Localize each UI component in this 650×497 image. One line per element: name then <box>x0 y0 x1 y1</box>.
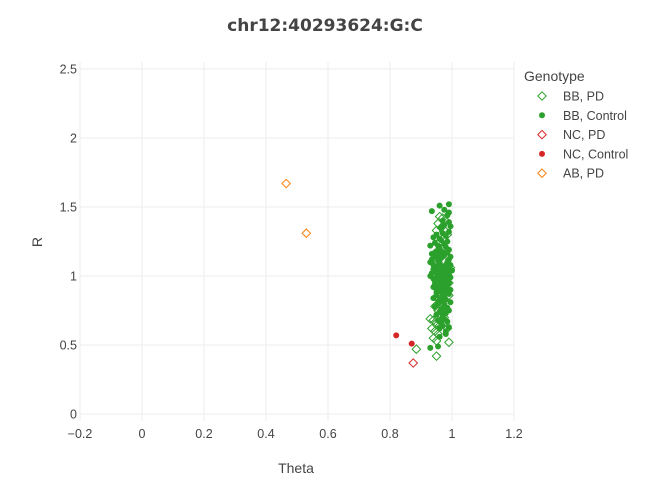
x-tick-label: 0.2 <box>195 427 212 441</box>
series-ab-pd <box>281 178 312 239</box>
legend-label: NC, Control <box>563 147 628 161</box>
grid-lines <box>79 62 515 421</box>
y-axis-title: R <box>29 237 45 247</box>
data-point <box>447 253 454 260</box>
data-point <box>443 278 454 288</box>
data-point <box>445 279 452 286</box>
data-point <box>443 290 454 301</box>
data-point <box>428 333 439 344</box>
legend-label: NC, PD <box>563 128 605 142</box>
legend-label: AB, PD <box>563 167 604 181</box>
x-tick-label: 0.8 <box>381 427 398 441</box>
series-nc-pd <box>408 358 419 368</box>
data-point <box>435 275 442 282</box>
data-point <box>436 286 443 293</box>
x-axis-ticks: −0.2 0 0.2 0.4 0.6 0.8 1 1.2 <box>68 427 523 441</box>
y-tick-label: 2.5 <box>60 62 77 76</box>
y-axis-ticks: 0 0.5 1 1.5 2 2.5 <box>60 62 77 421</box>
legend-items: BB, PD BB, Control NC, PD NC, Control AB, PD <box>537 90 628 181</box>
data-point <box>436 264 447 275</box>
x-tick-label: 0.6 <box>319 427 336 441</box>
data-point <box>442 307 449 314</box>
data-point <box>433 257 443 268</box>
data-point <box>430 301 440 312</box>
y-tick-label: 1 <box>70 270 77 284</box>
legend-marker <box>537 168 547 179</box>
x-tick-label: 0 <box>139 427 146 441</box>
data-point <box>441 206 448 213</box>
data-point <box>439 312 450 323</box>
data-point <box>408 358 419 368</box>
data-point <box>301 228 312 239</box>
data-point <box>443 337 454 348</box>
legend-item[interactable]: BB, PD <box>537 90 604 104</box>
legend-label: BB, Control <box>563 109 627 123</box>
data-point <box>447 299 454 306</box>
legend-item[interactable]: AB, PD <box>537 167 604 181</box>
series-bb-pd <box>411 211 456 362</box>
legend-marker <box>539 112 545 119</box>
data-point <box>442 323 453 334</box>
data-point <box>443 221 454 232</box>
data-point <box>411 344 422 355</box>
legend-marker <box>537 129 547 140</box>
x-tick-label: 1 <box>449 427 456 441</box>
x-tick-label: −0.2 <box>68 427 93 441</box>
data-point <box>437 298 448 309</box>
y-tick-label: 2 <box>70 131 77 145</box>
data-point <box>281 178 292 189</box>
data-point <box>408 340 415 347</box>
data-point <box>445 324 452 331</box>
data-point <box>441 302 448 309</box>
data-point <box>439 271 450 281</box>
data-point <box>445 209 452 216</box>
x-tick-label: 0.4 <box>257 427 274 441</box>
data-point <box>445 262 456 273</box>
data-point <box>434 320 445 331</box>
chart-title: chr12:40293624:G:C <box>227 16 423 36</box>
data-point <box>442 232 449 239</box>
legend-item[interactable]: NC, PD <box>537 128 606 142</box>
legend-marker <box>539 150 545 157</box>
data-point <box>433 305 443 316</box>
data-points <box>281 178 456 368</box>
data-point <box>431 351 442 362</box>
data-point <box>427 242 434 249</box>
data-point <box>445 266 452 273</box>
data-point <box>431 336 442 346</box>
legend: Genotype BB, PD BB, Control NC, PD NC, Cont… <box>524 68 628 181</box>
data-point <box>393 332 400 339</box>
x-tick-label: 1.2 <box>505 427 522 441</box>
y-tick-label: 0.5 <box>60 339 77 353</box>
legend-marker <box>537 91 547 101</box>
data-point <box>431 291 442 302</box>
data-point <box>435 252 442 259</box>
data-point <box>445 201 452 208</box>
data-point <box>431 225 442 236</box>
x-axis-title: Theta <box>278 460 314 476</box>
legend-title: Genotype <box>524 68 585 84</box>
data-point <box>436 235 443 242</box>
series-nc-control <box>393 332 415 347</box>
data-point <box>436 222 447 233</box>
legend-item[interactable]: BB, Control <box>539 109 627 123</box>
data-point <box>437 243 448 254</box>
data-point <box>427 344 434 351</box>
legend-label: BB, PD <box>563 90 604 104</box>
data-point <box>436 202 443 209</box>
data-point <box>428 208 435 215</box>
data-point <box>425 313 436 324</box>
data-point <box>434 236 445 247</box>
y-tick-label: 0 <box>70 408 77 422</box>
data-point <box>440 250 451 261</box>
data-point <box>442 229 453 240</box>
y-tick-label: 1.5 <box>60 200 77 214</box>
legend-item[interactable]: NC, Control <box>539 147 628 161</box>
